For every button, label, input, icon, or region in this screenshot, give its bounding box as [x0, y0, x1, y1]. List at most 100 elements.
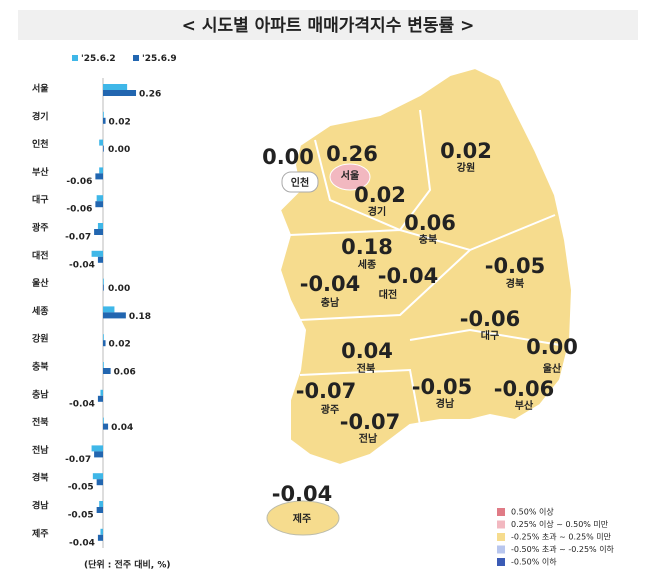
map-value: -0.04 [300, 272, 361, 296]
category-label: 부산 [32, 166, 49, 178]
map-region: 제주 [293, 512, 311, 525]
border [289, 214, 556, 252]
bar [100, 389, 103, 396]
bar [95, 201, 103, 208]
bar [103, 312, 126, 319]
value-label: -0.07 [65, 455, 91, 465]
map-region: 대구 [481, 329, 499, 342]
bar [91, 250, 103, 257]
map-region: 강원 [457, 161, 475, 174]
value-label: -0.07 [65, 233, 91, 243]
bar [103, 117, 106, 124]
category-label: 경북 [32, 472, 49, 484]
value-label: 0.18 [129, 312, 151, 322]
bar [103, 423, 109, 430]
legend-swatch [72, 55, 78, 61]
category-label: 서울 [32, 83, 49, 95]
bar [100, 528, 103, 535]
map-value: -0.05 [485, 254, 546, 278]
legend-label: '25.6.9 [142, 54, 177, 64]
bar [97, 256, 103, 263]
value-label: 0.02 [109, 340, 131, 350]
bar [103, 90, 137, 96]
bar [103, 334, 104, 341]
title-bar [18, 10, 638, 40]
category-label: 대전 [32, 249, 49, 261]
category-label: 전북 [32, 416, 49, 428]
bar [96, 195, 103, 202]
border [409, 328, 561, 346]
chart-title: < 시도별 아파트 매매가격지수 변동률 > [182, 16, 475, 36]
bar [96, 479, 103, 486]
bar [96, 507, 103, 513]
category-label: 경남 [32, 500, 49, 512]
value-label: -0.04 [69, 260, 95, 270]
bar [97, 534, 103, 541]
category-label: 광주 [32, 222, 49, 234]
bar [94, 229, 103, 235]
map-region: 인천 [291, 176, 309, 189]
map-legend-label: 0.25% 이상 ~ 0.50% 미만 [511, 519, 609, 529]
map-legend-label: -0.25% 초과 ~ 0.25% 미만 [511, 533, 612, 542]
value-label: 0.06 [114, 368, 136, 378]
bar [103, 362, 104, 368]
bar [103, 145, 104, 152]
map-legend-swatch [497, 533, 505, 541]
map-value: -0.06 [460, 307, 521, 331]
map [266, 66, 574, 536]
category-label: 제주 [32, 527, 49, 539]
value-label: -0.04 [69, 538, 95, 548]
bar [97, 223, 103, 229]
bar [95, 173, 103, 180]
bar [103, 417, 104, 424]
map-value: 0.00 [526, 335, 578, 359]
value-label: -0.04 [69, 399, 95, 409]
value-label: -0.06 [66, 205, 92, 215]
category-label: 인천 [32, 139, 49, 150]
map-region: 경남 [436, 397, 455, 410]
bar [103, 368, 111, 374]
bar [103, 340, 106, 347]
jeju-shape [266, 500, 340, 536]
category-label: 세종 [32, 305, 49, 317]
bar [99, 139, 103, 146]
seoul-shape [329, 163, 371, 191]
category-label: 울산 [32, 277, 49, 289]
map-region: 충북 [419, 233, 437, 246]
map-value: 0.02 [440, 139, 492, 163]
bar [94, 451, 103, 458]
map-region: 충남 [321, 296, 340, 309]
map-region: 전남 [359, 432, 378, 445]
bar [103, 278, 104, 285]
map-value: 0.00 [262, 145, 314, 169]
border [299, 249, 471, 321]
map-legend-swatch [497, 545, 505, 554]
bar [99, 501, 103, 507]
incheon-shape [281, 171, 319, 193]
value-label: -0.05 [68, 511, 94, 521]
category-label: 충남 [32, 388, 49, 400]
map-legend-label: -0.50% 초과 ~ -0.25% 이하 [511, 544, 615, 554]
map-legend-swatch [497, 558, 505, 566]
bar [103, 111, 104, 118]
map-region: 전북 [357, 362, 375, 375]
bar [103, 84, 128, 90]
map-value: -0.07 [296, 379, 357, 403]
bar [103, 284, 104, 291]
map-region: 경북 [506, 277, 524, 290]
unit-note: (단위 : 전주 대비, %) [84, 559, 170, 571]
bar [99, 167, 103, 174]
value-label: 0.02 [109, 117, 131, 127]
map-region: 울산 [543, 362, 562, 375]
map-region: 서울 [341, 169, 359, 182]
map-value: 0.02 [354, 183, 406, 207]
value-label: 0.00 [108, 145, 130, 155]
category-label: 대구 [32, 194, 49, 206]
value-label: 0.26 [139, 90, 161, 100]
category-label: 경기 [32, 110, 49, 122]
category-label: 전남 [32, 444, 49, 456]
map-value: -0.04 [272, 482, 333, 506]
map-value: 0.06 [404, 211, 456, 235]
